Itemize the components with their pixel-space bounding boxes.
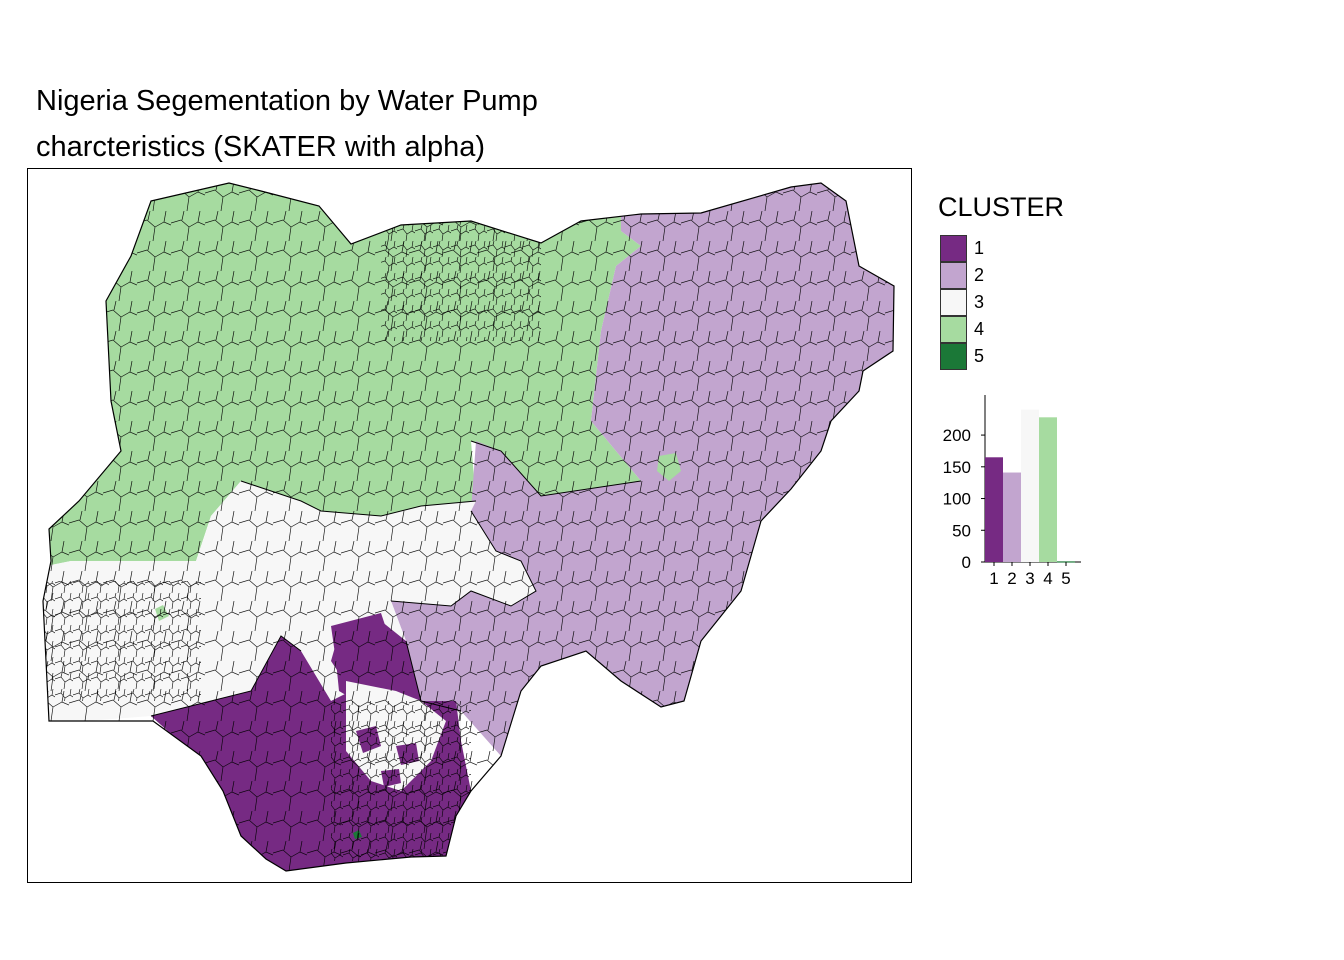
histogram-bar-4 (1039, 417, 1057, 562)
legend-swatch-1 (940, 235, 967, 262)
y-tick-label: 100 (943, 490, 971, 509)
legend-swatch-3 (940, 289, 967, 316)
legend-swatch-2 (940, 262, 967, 289)
nigeria-map (42, 182, 895, 872)
legend-swatch-5 (940, 343, 967, 370)
legend-label: 4 (974, 319, 985, 339)
map-title-line-2: charcteristics (SKATER with alpha) (36, 131, 486, 163)
x-tick-label: 3 (1025, 569, 1034, 588)
map-frame (27, 168, 912, 883)
legend-label: 2 (974, 265, 985, 285)
nigeria-outline (42, 182, 895, 872)
y-tick-label: 150 (943, 458, 971, 477)
legend-swatch-4 (940, 316, 967, 343)
map-title-line-1: Nigeria Segementation by Water Pump (36, 85, 538, 117)
y-tick-label: 0 (962, 553, 971, 572)
x-tick-label: 5 (1061, 569, 1070, 588)
histogram-bar-3 (1021, 409, 1039, 562)
histogram-bar-1 (985, 457, 1003, 562)
map-title: Nigeria Segementation by Water Pump char… (36, 78, 538, 170)
legend-title: CLUSTER (938, 192, 1065, 222)
cluster-histogram: 0 50 100 150 200 1 2 3 4 5 (943, 395, 1081, 588)
histogram-bar-2 (1003, 472, 1021, 562)
x-tick-label: 1 (989, 569, 998, 588)
x-tick-label: 4 (1043, 569, 1052, 588)
y-tick-label: 200 (943, 426, 971, 445)
legend-label: 3 (974, 292, 985, 312)
legend-label: 5 (974, 346, 985, 366)
y-tick-label: 50 (952, 521, 971, 540)
legend-label: 1 (974, 238, 985, 258)
histogram-bar-5 (1057, 561, 1075, 563)
x-tick-label: 2 (1007, 569, 1016, 588)
